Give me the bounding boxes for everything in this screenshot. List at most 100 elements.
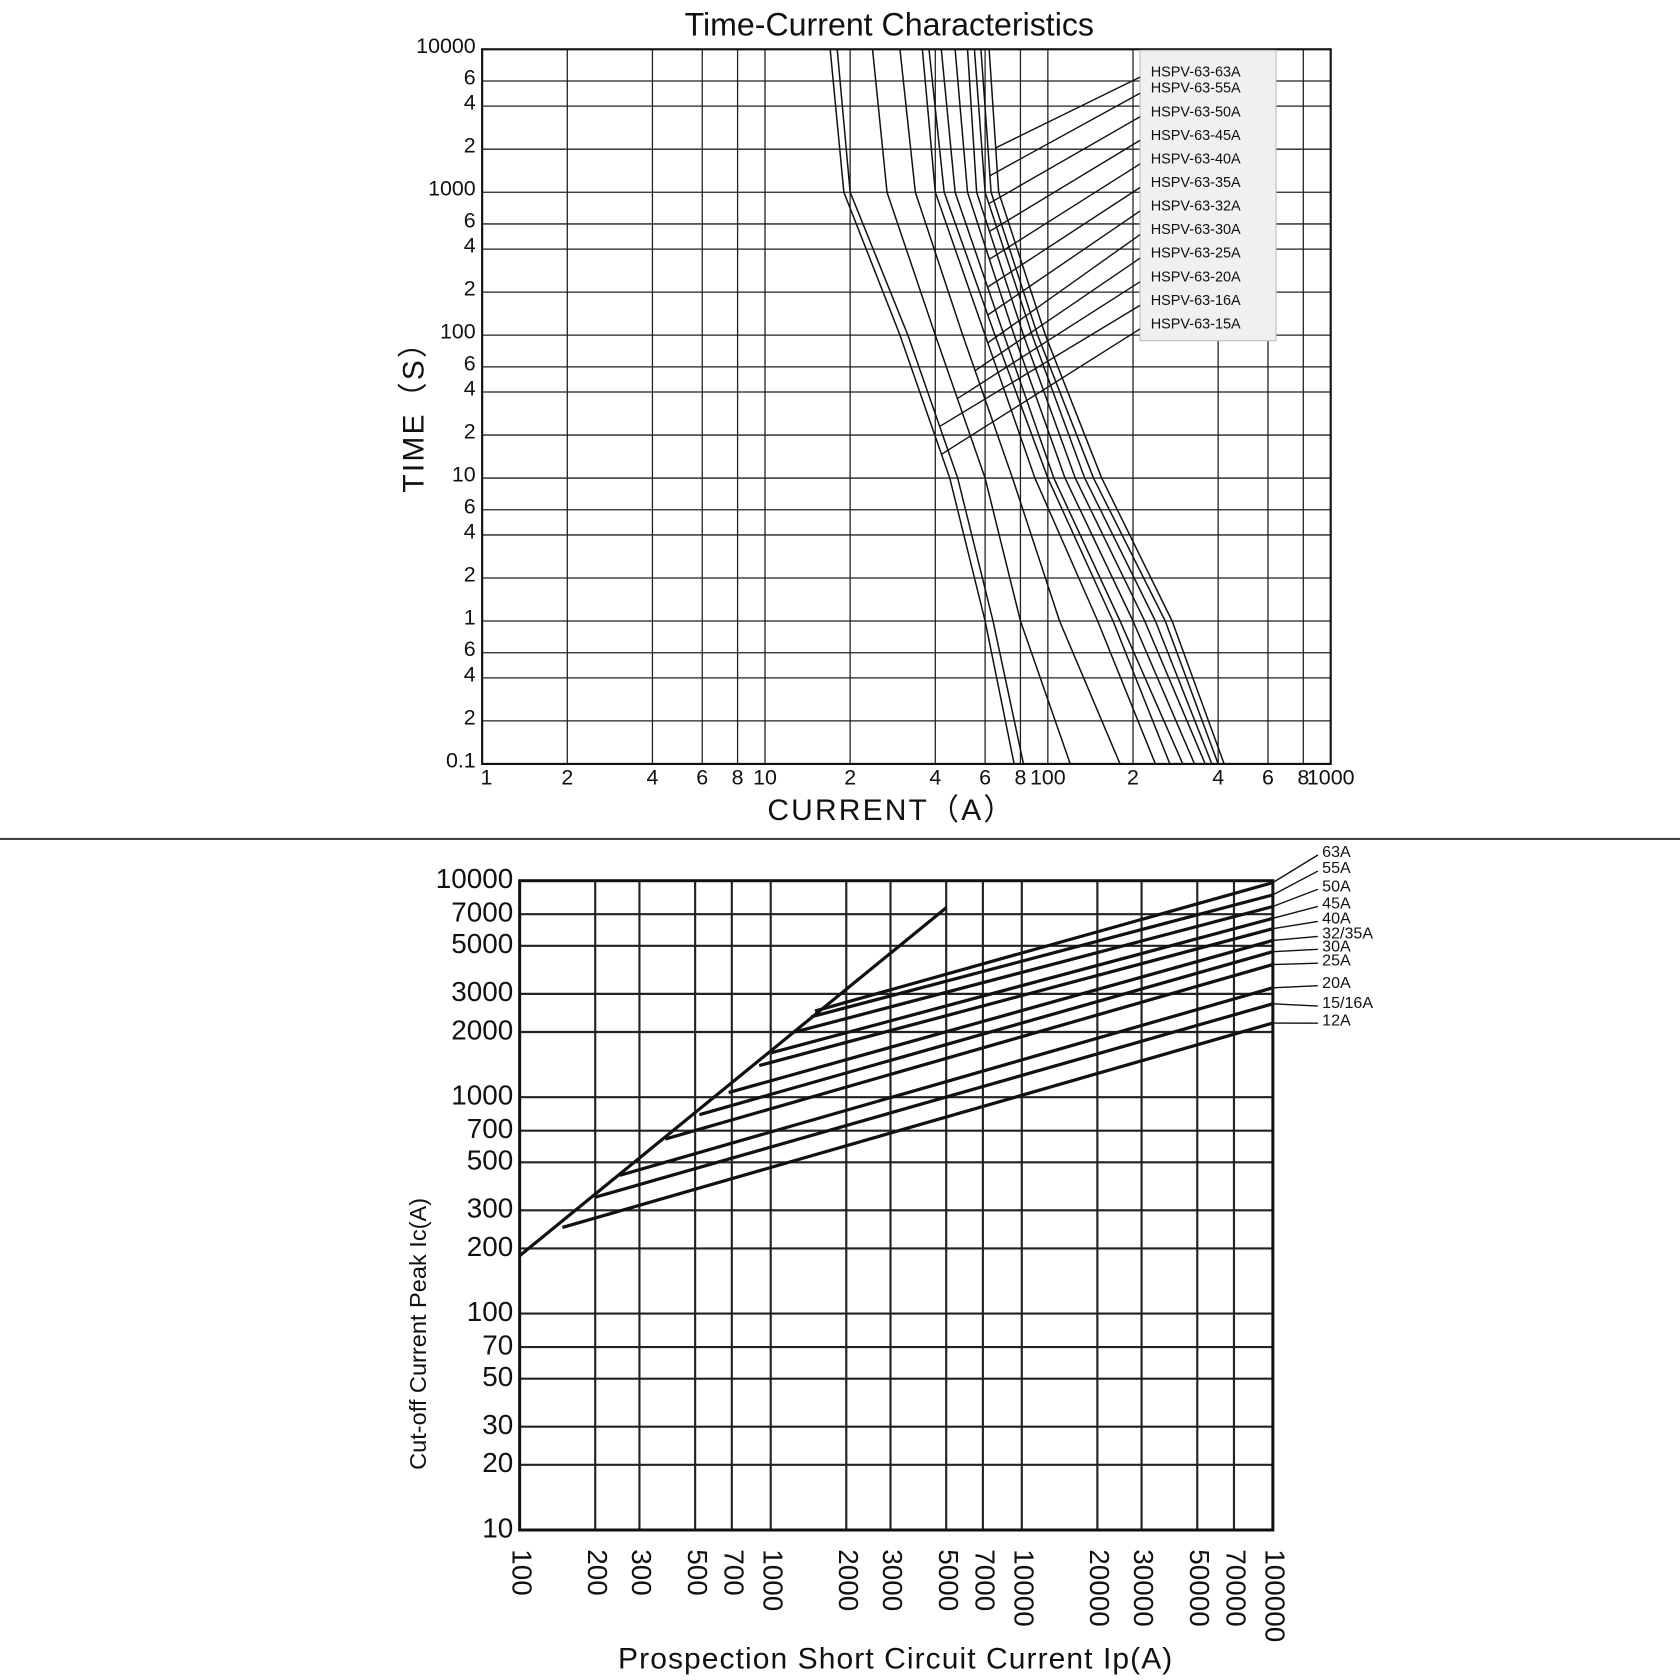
- legend-label: HSPV-63-50A: [1151, 104, 1241, 120]
- legend-leader: [989, 139, 1141, 233]
- y-tick-label: 2: [464, 277, 476, 301]
- legend-leader: [1272, 985, 1318, 989]
- x-tick-label: 8: [1014, 766, 1026, 790]
- x-tick-label: 8: [1297, 766, 1309, 790]
- plot-frame: [518, 879, 1275, 1532]
- series-line: [594, 1002, 1274, 1199]
- legend-leader: [989, 92, 1141, 177]
- x-tick-label: 2: [844, 766, 856, 790]
- legend-leader: [1272, 948, 1318, 953]
- legend-leader: [1272, 854, 1319, 884]
- legend-leader: [987, 186, 1141, 288]
- y-tick-label: 50: [482, 1361, 513, 1392]
- legend-leader: [1272, 920, 1318, 930]
- x-tick-label: 30000: [1128, 1549, 1159, 1626]
- legend-label: HSPV-63-35A: [1151, 175, 1241, 191]
- y-tick-label: 6: [464, 66, 476, 90]
- y-tick-label: 2: [464, 420, 476, 444]
- y-axis-label: TIME（S）: [398, 326, 431, 493]
- y-axis-label: Cut-off Current Peak Ic(A): [405, 1198, 431, 1470]
- legend-leader: [1272, 1003, 1318, 1007]
- y-tick-label: 4: [464, 519, 476, 543]
- legend-label: 55A: [1322, 859, 1351, 877]
- x-tick-label: 50000: [1184, 1549, 1215, 1626]
- x-tick-label: 100: [1030, 766, 1066, 790]
- legend-box: [1139, 49, 1277, 342]
- x-tick-label: 500: [682, 1549, 713, 1595]
- y-tick-label: 6: [464, 494, 476, 518]
- y-tick-label: 20: [482, 1447, 513, 1478]
- legend-label: HSPV-63-32A: [1151, 199, 1241, 215]
- y-tick-label: 4: [464, 377, 476, 401]
- x-tick-label: 1000: [757, 1549, 788, 1611]
- y-tick-label: 100: [467, 1296, 513, 1327]
- legend-leader: [1272, 870, 1319, 896]
- x-axis-label: CURRENT（A）: [767, 794, 1015, 827]
- legend-label: HSPV-63-45A: [1151, 128, 1241, 144]
- series-line: [954, 49, 1196, 765]
- x-tick-label: 1: [480, 766, 492, 790]
- y-tick-label: 10: [482, 1512, 513, 1543]
- series-line: [814, 881, 1274, 1013]
- series-line: [871, 49, 1071, 765]
- series-line: [770, 916, 1274, 1055]
- y-tick-label: 300: [467, 1193, 513, 1224]
- series-line: [698, 950, 1274, 1117]
- series-line: [794, 904, 1274, 1034]
- legend-leader: [974, 257, 1141, 372]
- x-tick-label: 5000: [933, 1549, 964, 1611]
- x-tick-label: 100: [506, 1549, 537, 1595]
- y-tick-label: 3000: [451, 976, 513, 1007]
- y-tick-label: 2: [464, 562, 476, 586]
- x-tick-label: 7000: [970, 1549, 1001, 1611]
- legend-label: HSPV-63-20A: [1151, 269, 1241, 285]
- legend-label: HSPV-63-55A: [1151, 81, 1241, 97]
- legend-label: 50A: [1322, 877, 1351, 895]
- legend-leader: [1272, 905, 1319, 920]
- legend-leader: [939, 304, 1141, 428]
- legend-label: 30A: [1322, 937, 1351, 955]
- series-line: [561, 1021, 1274, 1229]
- series-line: [966, 49, 1206, 765]
- y-tick-label: 4: [464, 662, 476, 686]
- x-tick-label: 10000: [1008, 1549, 1039, 1626]
- y-tick-label: 7000: [451, 897, 513, 928]
- y-tick-label: 200: [467, 1231, 513, 1262]
- series-line: [980, 49, 1219, 765]
- x-tick-label: 6: [1262, 766, 1274, 790]
- legend-label: 25A: [1322, 951, 1351, 969]
- y-tick-label: 1: [464, 606, 476, 630]
- chart-title: Time-Current Characteristics: [685, 6, 1094, 42]
- series-line: [758, 927, 1274, 1068]
- series-line: [619, 986, 1274, 1177]
- legend-leader: [1272, 962, 1318, 966]
- y-tick-label: 6: [464, 208, 476, 232]
- x-tick-label: 2000: [833, 1549, 864, 1611]
- y-tick-label: 6: [464, 351, 476, 375]
- x-tick-label: 700: [718, 1549, 749, 1595]
- legend-leader: [1272, 888, 1319, 908]
- series-line: [810, 893, 1274, 1019]
- series-line: [664, 962, 1274, 1141]
- legend-leader: [989, 163, 1141, 260]
- x-tick-label: 100000: [1259, 1549, 1290, 1642]
- x-tick-label: 300: [626, 1549, 657, 1595]
- series-line: [829, 49, 1015, 765]
- legend-label: HSPV-63-63A: [1151, 65, 1241, 81]
- series-line: [940, 49, 1184, 765]
- y-tick-label: 30: [482, 1409, 513, 1440]
- x-tick-label: 8: [732, 766, 744, 790]
- x-tick-label: 4: [646, 766, 658, 790]
- legend-label: 40A: [1322, 910, 1351, 928]
- x-axis-label: Prospection Short Circuit Current Ip(A): [618, 1643, 1173, 1676]
- y-tick-label: 4: [464, 91, 476, 115]
- y-tick-label: 10000: [416, 34, 476, 58]
- y-tick-label: 4: [464, 234, 476, 258]
- y-tick-label: 1000: [428, 177, 476, 201]
- legend-leader: [957, 281, 1141, 400]
- series-line: [728, 938, 1274, 1095]
- legend-leader: [995, 76, 1141, 149]
- x-tick-label: 2: [1127, 766, 1139, 790]
- legend-label: 20A: [1322, 974, 1351, 992]
